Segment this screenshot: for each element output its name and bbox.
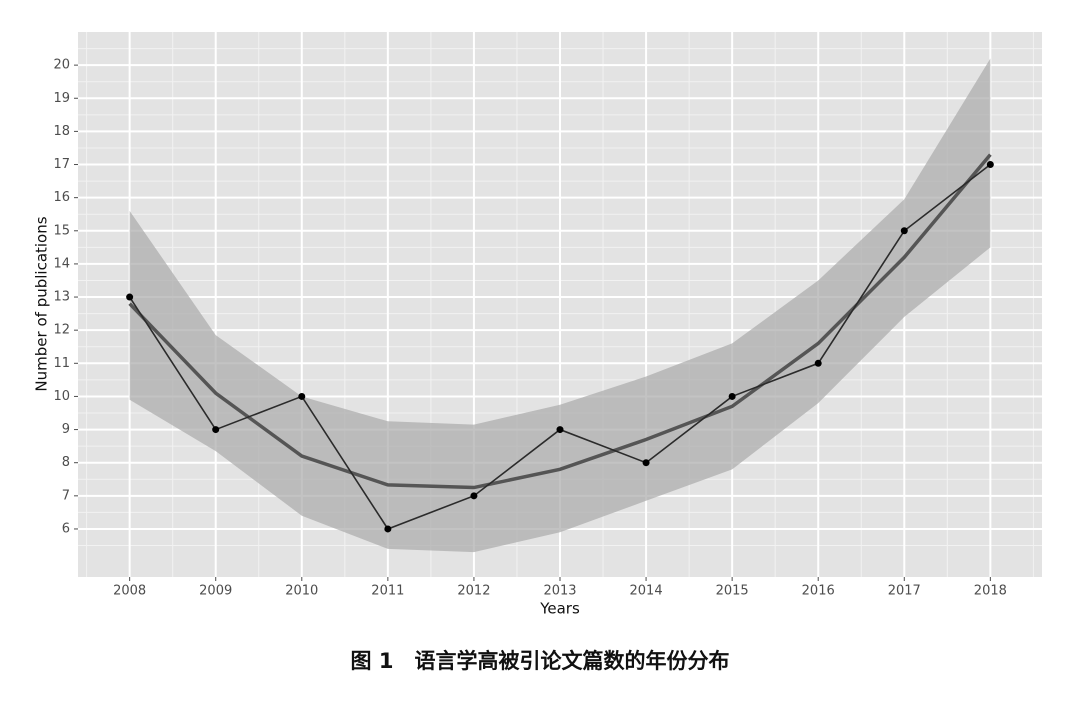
y-tick-label: 11 [53,356,70,371]
data-point [556,426,564,434]
fit-line [128,153,992,490]
x-tick-label: 2011 [371,584,404,599]
y-tick-label: 16 [53,190,70,205]
y-tick-label: 8 [62,455,70,470]
data-point [728,392,736,400]
y-tick-label: 14 [53,256,70,271]
y-tick-label: 7 [62,488,70,503]
x-tick-label: 2016 [802,584,835,599]
data-point [814,359,822,367]
data-point [470,492,478,500]
x-tick-label: 2010 [285,584,318,599]
data-point [900,227,908,235]
x-tick-label: 2018 [974,584,1007,599]
x-axis-title: Years [539,600,580,618]
y-tick-label: 9 [62,422,70,437]
x-tick-label: 2017 [888,584,921,599]
y-tick-label: 6 [62,521,70,536]
y-tick-label: 19 [53,91,70,106]
y-tick-label: 12 [53,323,70,338]
caption: 图 1 语言学高被引论文篇数的年份分布 [351,649,730,673]
x-tick-label: 2012 [457,584,490,599]
x-tick-label: 2008 [113,584,146,599]
x-tick-label: 2013 [543,584,576,599]
y-tick-label: 10 [53,389,70,404]
x-tick-label: 2009 [199,584,232,599]
x-tick-label: 2014 [630,584,663,599]
y-tick-label: 13 [53,290,70,305]
y-tick-label: 20 [53,58,70,73]
y-tick-label: 18 [53,124,70,139]
data-point [212,426,220,434]
confidence-band [129,58,991,553]
y-axis-title: Number of publications [33,216,51,391]
x-tick-label: 2015 [716,584,749,599]
data-point [384,525,392,533]
y-tick-label: 15 [53,223,70,238]
data-point [126,293,134,301]
data-point [986,161,994,169]
y-tick-label: 17 [53,157,70,172]
data-point [642,459,650,467]
data-point [298,392,306,400]
